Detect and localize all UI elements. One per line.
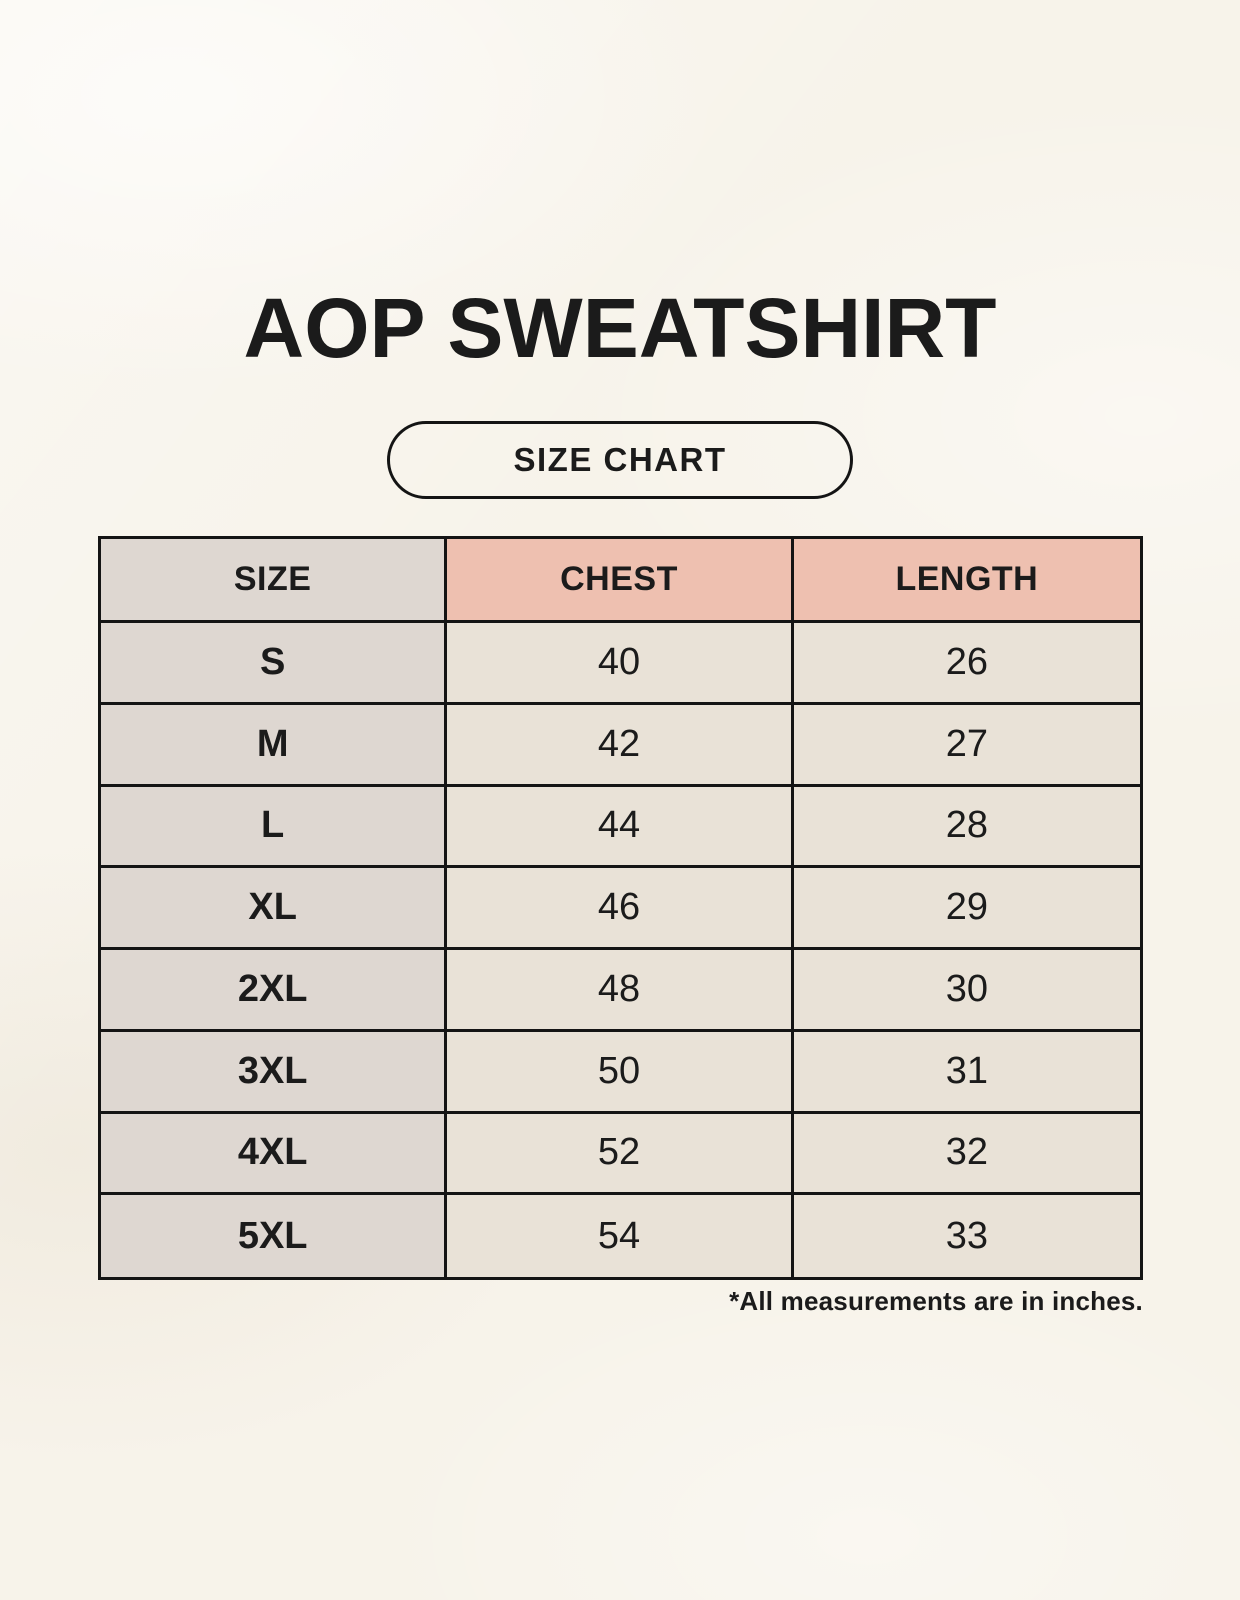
size-cell: S <box>101 623 448 705</box>
length-cell: 27 <box>793 704 1140 787</box>
length-cell: 32 <box>793 1113 1140 1196</box>
page-title: AOP SWEATSHIRT <box>243 281 997 375</box>
measurements-footnote: *All measurements are in inches. <box>729 1286 1143 1316</box>
length-cell: 29 <box>793 868 1140 950</box>
chest-cell: 46 <box>447 868 794 950</box>
size-cell: 4XL <box>101 1113 448 1196</box>
size-cell: 3XL <box>101 1031 448 1114</box>
size-cell: XL <box>101 868 448 950</box>
size-cell: M <box>101 704 448 787</box>
size-chart-button-label: SIZE CHART <box>513 441 727 478</box>
size-cell: L <box>101 786 448 869</box>
chest-cell: 44 <box>447 786 794 869</box>
length-cell: 26 <box>793 623 1140 705</box>
chest-cell: 42 <box>447 704 794 787</box>
size-cell: 5XL <box>101 1195 448 1277</box>
chest-cell: 40 <box>447 623 794 705</box>
column-header-length: LENGTH <box>793 539 1140 623</box>
length-cell: 33 <box>793 1195 1140 1277</box>
length-cell: 30 <box>793 950 1140 1032</box>
chest-cell: 50 <box>447 1031 794 1114</box>
column-header-chest: CHEST <box>447 539 794 623</box>
column-header-size: SIZE <box>101 539 448 623</box>
length-cell: 31 <box>793 1031 1140 1114</box>
length-cell: 28 <box>793 786 1140 869</box>
chest-cell: 52 <box>447 1113 794 1196</box>
size-table: SIZE CHEST LENGTH S 40 26 M 42 27 L 44 2… <box>98 536 1143 1280</box>
size-chart-button[interactable]: SIZE CHART <box>387 421 853 499</box>
size-cell: 2XL <box>101 950 448 1032</box>
chest-cell: 54 <box>447 1195 794 1277</box>
chest-cell: 48 <box>447 950 794 1032</box>
